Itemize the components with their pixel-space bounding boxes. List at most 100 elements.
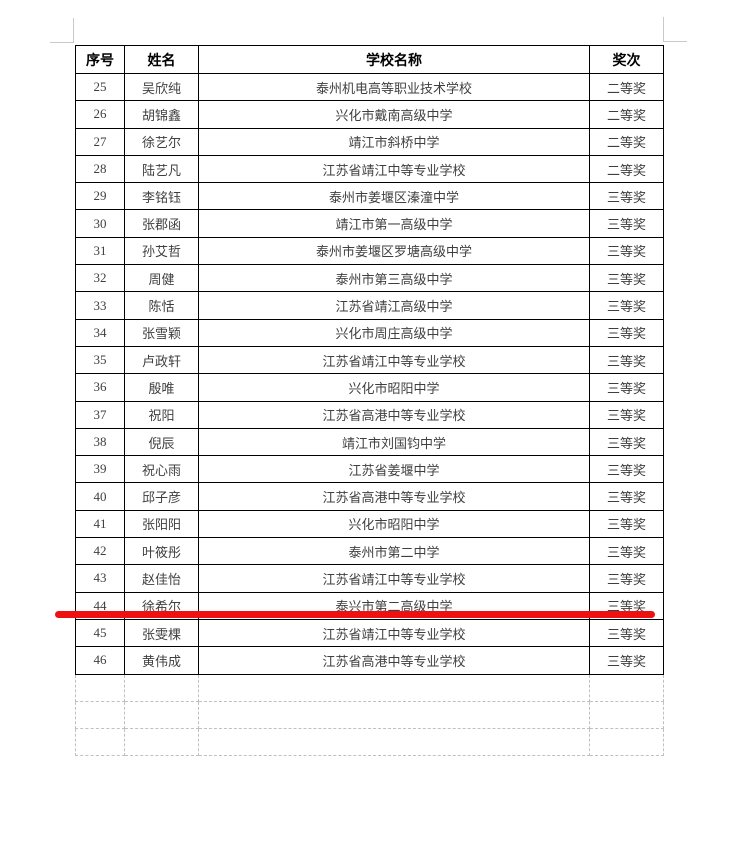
name-cell[interactable]: 徐艺尔 <box>124 127 199 156</box>
row-number-cell[interactable]: 36 <box>75 373 125 402</box>
name-cell[interactable]: 倪辰 <box>124 427 199 457</box>
name-cell[interactable]: 张雯棵 <box>124 618 199 648</box>
row-number-cell[interactable]: 39 <box>75 455 125 484</box>
school-cell[interactable]: 江苏省靖江中等专业学校 <box>198 618 590 648</box>
school-cell[interactable]: 江苏省姜堰中学 <box>198 455 590 484</box>
school-cell[interactable]: 江苏省高港中等专业学校 <box>198 400 590 429</box>
empty-cell[interactable] <box>124 700 199 729</box>
award-cell[interactable]: 三等奖 <box>589 236 664 266</box>
school-cell[interactable]: 江苏省高港中等专业学校 <box>198 646 590 675</box>
empty-cell[interactable] <box>589 700 664 729</box>
school-cell[interactable]: 泰州市姜堰区罗塘高级中学 <box>198 236 590 266</box>
row-number-cell[interactable]: 46 <box>75 646 125 675</box>
school-cell[interactable]: 靖江市第一高级中学 <box>198 209 590 238</box>
name-cell[interactable]: 陈恬 <box>124 291 199 320</box>
row-number-cell[interactable]: 29 <box>75 182 125 211</box>
award-cell[interactable]: 三等奖 <box>589 482 664 511</box>
header-cell-school[interactable]: 学校名称 <box>198 45 590 74</box>
name-cell[interactable]: 赵佳怡 <box>124 564 199 593</box>
school-cell[interactable]: 靖江市斜桥中学 <box>198 127 590 156</box>
header-cell-number[interactable]: 序号 <box>75 45 125 74</box>
award-cell[interactable]: 三等奖 <box>589 537 664 566</box>
row-number-cell[interactable]: 42 <box>75 537 125 566</box>
award-cell[interactable]: 三等奖 <box>589 400 664 429</box>
award-cell[interactable]: 三等奖 <box>589 618 664 648</box>
empty-cell[interactable] <box>198 700 590 729</box>
award-cell[interactable]: 三等奖 <box>589 209 664 238</box>
row-number-cell[interactable]: 43 <box>75 564 125 593</box>
row-number-cell[interactable]: 31 <box>75 236 125 266</box>
name-cell[interactable]: 李铭钰 <box>124 182 199 211</box>
school-cell[interactable]: 泰州市第三高级中学 <box>198 264 590 293</box>
row-number-cell[interactable]: 45 <box>75 618 125 648</box>
empty-cell[interactable] <box>198 673 590 702</box>
header-cell-name[interactable]: 姓名 <box>124 45 199 74</box>
award-cell[interactable]: 三等奖 <box>589 455 664 484</box>
row-number-cell[interactable]: 26 <box>75 100 125 129</box>
award-cell[interactable]: 三等奖 <box>589 564 664 593</box>
empty-cell[interactable] <box>124 673 199 702</box>
award-cell[interactable]: 二等奖 <box>589 72 664 102</box>
empty-cell[interactable] <box>75 673 125 702</box>
empty-cell[interactable] <box>124 727 199 756</box>
row-number-cell[interactable]: 41 <box>75 509 125 539</box>
school-cell[interactable]: 泰州市第二中学 <box>198 537 590 566</box>
award-cell[interactable]: 三等奖 <box>589 291 664 320</box>
award-cell[interactable]: 三等奖 <box>589 646 664 675</box>
award-cell[interactable]: 二等奖 <box>589 127 664 156</box>
empty-cell[interactable] <box>589 673 664 702</box>
name-cell[interactable]: 吴欣纯 <box>124 72 199 102</box>
award-cell[interactable]: 二等奖 <box>589 154 664 184</box>
award-cell[interactable]: 三等奖 <box>589 373 664 402</box>
name-cell[interactable]: 叶筱彤 <box>124 537 199 566</box>
empty-cell[interactable] <box>198 727 590 756</box>
school-cell[interactable]: 江苏省靖江中等专业学校 <box>198 345 590 375</box>
row-number-cell[interactable]: 27 <box>75 127 125 156</box>
name-cell[interactable]: 祝阳 <box>124 400 199 429</box>
row-number-cell[interactable]: 30 <box>75 209 125 238</box>
award-cell[interactable]: 三等奖 <box>589 264 664 293</box>
name-cell[interactable]: 陆艺凡 <box>124 154 199 184</box>
row-number-cell[interactable]: 32 <box>75 264 125 293</box>
red-underline-annotation[interactable] <box>55 611 655 618</box>
school-cell[interactable]: 泰州机电高等职业技术学校 <box>198 72 590 102</box>
row-number-cell[interactable]: 28 <box>75 154 125 184</box>
school-cell[interactable]: 江苏省高港中等专业学校 <box>198 482 590 511</box>
award-cell[interactable]: 三等奖 <box>589 345 664 375</box>
row-number-cell[interactable]: 35 <box>75 345 125 375</box>
award-cell[interactable]: 三等奖 <box>589 182 664 211</box>
name-cell[interactable]: 孙艾哲 <box>124 236 199 266</box>
row-number-cell[interactable]: 33 <box>75 291 125 320</box>
school-cell[interactable]: 兴化市昭阳中学 <box>198 373 590 402</box>
school-cell[interactable]: 泰州市姜堰区溱潼中学 <box>198 182 590 211</box>
name-cell[interactable]: 殷唯 <box>124 373 199 402</box>
name-cell[interactable]: 张雪颖 <box>124 318 199 347</box>
empty-cell[interactable] <box>75 727 125 756</box>
school-cell[interactable]: 兴化市戴南高级中学 <box>198 100 590 129</box>
school-cell[interactable]: 江苏省靖江高级中学 <box>198 291 590 320</box>
row-number-cell[interactable]: 40 <box>75 482 125 511</box>
empty-cell[interactable] <box>75 700 125 729</box>
name-cell[interactable]: 卢政轩 <box>124 345 199 375</box>
school-cell[interactable]: 靖江市刘国钧中学 <box>198 427 590 457</box>
award-cell[interactable]: 三等奖 <box>589 427 664 457</box>
row-number-cell[interactable]: 34 <box>75 318 125 347</box>
name-cell[interactable]: 黄伟成 <box>124 646 199 675</box>
header-cell-award[interactable]: 奖次 <box>589 45 664 74</box>
name-cell[interactable]: 张阳阳 <box>124 509 199 539</box>
name-cell[interactable]: 邱子彦 <box>124 482 199 511</box>
empty-cell[interactable] <box>589 727 664 756</box>
award-cell[interactable]: 三等奖 <box>589 318 664 347</box>
award-cell[interactable]: 二等奖 <box>589 100 664 129</box>
name-cell[interactable]: 周健 <box>124 264 199 293</box>
school-cell[interactable]: 江苏省靖江中等专业学校 <box>198 154 590 184</box>
name-cell[interactable]: 祝心雨 <box>124 455 199 484</box>
row-number-cell[interactable]: 25 <box>75 72 125 102</box>
school-cell[interactable]: 兴化市周庄高级中学 <box>198 318 590 347</box>
school-cell[interactable]: 兴化市昭阳中学 <box>198 509 590 539</box>
name-cell[interactable]: 张郡函 <box>124 209 199 238</box>
award-cell[interactable]: 三等奖 <box>589 509 664 539</box>
row-number-cell[interactable]: 37 <box>75 400 125 429</box>
row-number-cell[interactable]: 38 <box>75 427 125 457</box>
school-cell[interactable]: 江苏省靖江中等专业学校 <box>198 564 590 593</box>
